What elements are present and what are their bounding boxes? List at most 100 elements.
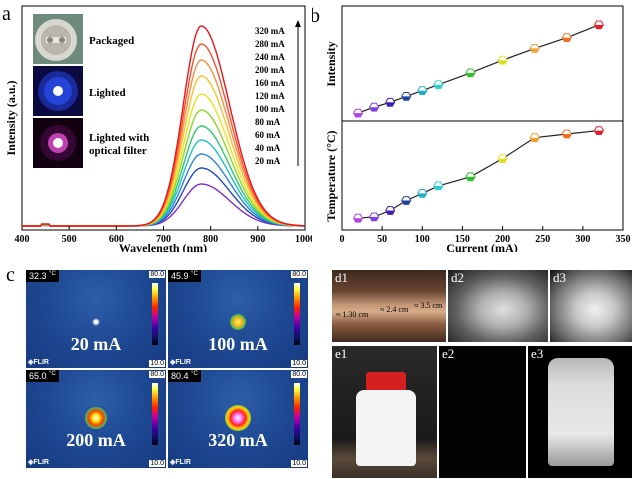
data-marker [593, 126, 604, 135]
max-temp-readout: 45.9 °C [168, 270, 201, 282]
photo-e2: e2 [439, 346, 526, 478]
data-marker [353, 213, 364, 223]
data-marker [385, 97, 396, 107]
inset-label-packaged: Packaged [89, 35, 134, 47]
color-scale [294, 383, 300, 445]
measure-3: ≈ 3.5 cm [414, 301, 443, 310]
panel-b-ylabel-bottom: Temperature (°C) [324, 130, 338, 221]
current-label: 100 mA [255, 104, 285, 114]
label-d3: d3 [553, 270, 566, 285]
current-label: 240 mA [255, 52, 285, 62]
scale-max: 80.0 [149, 371, 165, 378]
label-e1: e1 [335, 346, 348, 361]
data-marker [561, 129, 572, 139]
panel-a-label: a [2, 3, 11, 25]
data-marker [593, 20, 604, 30]
data-marker [401, 196, 412, 205]
data-marker [353, 108, 364, 118]
color-scale [152, 283, 158, 345]
panel-c-label: c [6, 264, 15, 286]
scale-min: 10.0 [291, 360, 307, 367]
flir-logo: ◈FLIR [28, 359, 49, 366]
data-marker [433, 80, 444, 90]
scale-min: 10.0 [149, 460, 165, 467]
hot-spot [92, 318, 100, 326]
current-label: 80 mA [255, 117, 281, 127]
x-tick-label: 500 [62, 234, 77, 245]
panel-a-x-ticks: 400 500 600 700 800 900 1000 [15, 226, 312, 245]
x-tick-label: 1000 [295, 234, 312, 245]
panel-b-frame [341, 5, 624, 231]
x-tick-label: 300 [575, 234, 590, 245]
current-label: 20 mA [255, 156, 281, 166]
x-tick-label: 600 [109, 234, 124, 245]
inset-label-lighted: Lighted [89, 87, 126, 99]
data-marker [497, 55, 508, 65]
flir-logo: ◈FLIR [28, 459, 49, 466]
panel-b-x-ticks: 0 50 100 150 200 250 300 350 [340, 226, 631, 245]
data-marker [497, 154, 508, 163]
x-tick-label: 350 [616, 234, 631, 245]
panel-a-current-labels: 320 mA 280 mA 240 mA 200 mA 160 mA 120 m… [255, 26, 285, 166]
hot-spot [85, 407, 107, 429]
x-tick-label: 250 [535, 234, 550, 245]
x-tick-label: 0 [340, 234, 345, 245]
data-marker [369, 212, 380, 222]
thermal-image: 32.3 °C 80.0 10.0 ◈FLIR 20 mA [26, 270, 166, 368]
current-arrow-head [295, 20, 301, 27]
thermal-current-label: 100 mA [208, 334, 268, 354]
inset-filtered [33, 118, 83, 168]
series-line [358, 129, 599, 219]
label-e3: e3 [531, 346, 544, 361]
current-label: 40 mA [255, 143, 281, 153]
x-tick-label: 100 [415, 234, 430, 245]
panel-b-intensity-series [353, 20, 604, 118]
x-tick-label: 900 [250, 234, 265, 245]
color-scale [294, 283, 300, 345]
thermal-current-label: 20 mA [70, 334, 122, 354]
data-marker [465, 68, 476, 78]
photo-e1: e1 [332, 346, 437, 478]
data-marker [385, 206, 396, 215]
label-d2: d2 [451, 270, 464, 285]
data-marker [401, 92, 412, 101]
panel-b-temperature-series [353, 126, 604, 223]
bottle-cap [366, 372, 406, 392]
flir-logo: ◈FLIR [170, 459, 191, 466]
photo-d3: d3 [550, 270, 632, 342]
thermal-image: 45.9 °C 80.0 10.0 ◈FLIR 100 mA [168, 270, 308, 368]
x-tick-label: 700 [156, 234, 171, 245]
panel-b-label: b [312, 5, 320, 27]
scale-min: 10.0 [291, 460, 307, 467]
data-marker [417, 86, 428, 95]
photo-d2: d2 [448, 270, 548, 342]
photo-e3: e3 [528, 346, 632, 478]
data-marker [529, 44, 540, 53]
data-marker [561, 33, 572, 42]
panel-b-ylabel-top: Intensity [324, 41, 338, 86]
panel-b-xlabel: Current (mA) [446, 241, 517, 252]
panel-b: b 0 50 100 150 200 250 300 350 Current (mA) Int… [312, 5, 631, 252]
panel-a-ylabel: Intensity (a.u.) [4, 80, 18, 155]
thermal-image: 80.4 °C 80.0 10.0 ◈FLIR 320 mA [168, 370, 308, 468]
current-label: 120 mA [255, 91, 285, 101]
thermal-image: 65.0 °C 80.0 10.0 ◈FLIR 200 mA [26, 370, 166, 468]
hot-spot [225, 405, 251, 431]
scale-max: 80.0 [291, 271, 307, 278]
hot-spot [230, 314, 246, 330]
panel-a: a 400 500 600 700 800 900 1000 Wavelength (nm)… [2, 3, 312, 252]
scale-max: 80.0 [149, 271, 165, 278]
inset-packaged [33, 14, 83, 64]
thermal-current-label: 320 mA [208, 430, 268, 450]
bottle-body [356, 390, 416, 466]
current-label: 160 mA [255, 78, 285, 88]
max-temp-readout: 80.4 °C [168, 370, 201, 382]
panel-a-xlabel: Wavelength (nm) [119, 241, 207, 252]
x-tick-label: 800 [203, 234, 218, 245]
inset-label-filter-1: Lighted with [89, 132, 149, 144]
x-tick-label: 50 [377, 234, 387, 245]
scale-max: 80.0 [291, 371, 307, 378]
scale-min: 10.0 [149, 360, 165, 367]
data-marker [417, 189, 428, 198]
measure-1: ≈ 1.30 cm [336, 310, 369, 319]
